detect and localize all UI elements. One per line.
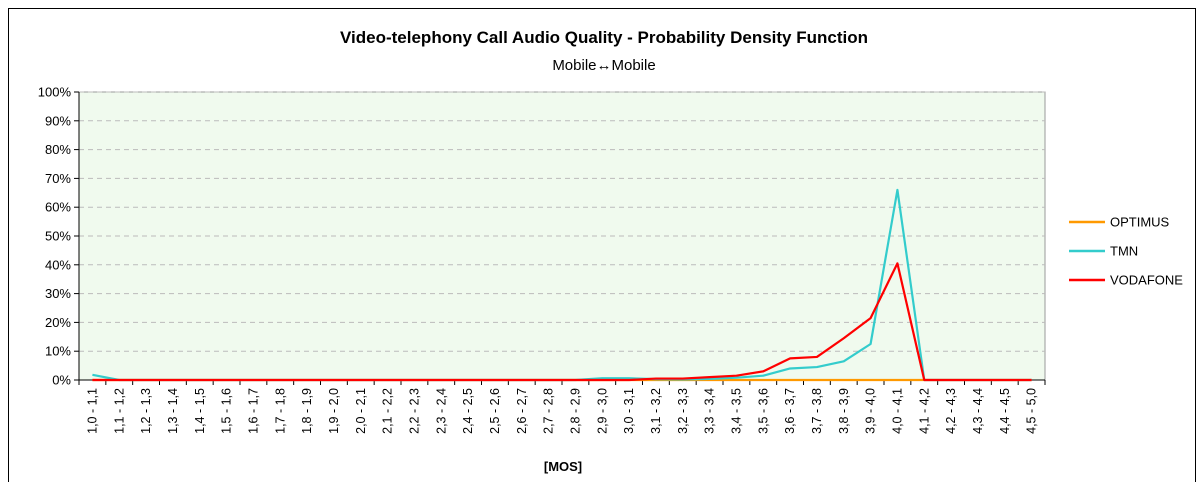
x-tick-label: 3,8 - 3,9 [837, 388, 851, 434]
chart-title: Video-telephony Call Audio Quality - Pro… [340, 28, 868, 47]
y-tick-label: 20% [45, 315, 71, 330]
y-tick-label: 80% [45, 142, 71, 157]
x-tick-label: 4,4 - 4,5 [998, 388, 1012, 434]
x-tick-label: 1,7 - 1,8 [273, 388, 287, 434]
y-tick-label: 100% [38, 85, 72, 100]
legend: OPTIMUS TMN VODAFONE [1069, 215, 1183, 288]
x-tick-label: 1,0 - 1,1 [85, 388, 99, 434]
chart-subtitle: Mobile↔Mobile [552, 57, 655, 74]
x-tick-label: 1,1 - 1,2 [112, 388, 126, 434]
y-tick-label: 60% [45, 200, 71, 215]
x-tick-label: 2,6 - 2,7 [515, 388, 529, 434]
y-tick-label: 50% [45, 229, 71, 244]
x-tick-label: 4,5 - 5,0 [1025, 388, 1039, 434]
legend-label-tmn: TMN [1110, 244, 1138, 259]
x-tick-label: 3,7 - 3,8 [810, 388, 824, 434]
y-axis: 0% 10% 20% 30% 40% 50% 60% 70% 80% 90% 100% [38, 85, 80, 388]
x-tick-label: 2,5 - 2,6 [488, 388, 502, 434]
x-tick-label: 3,4 - 3,5 [729, 388, 743, 434]
series-line-vodafone [92, 262, 1032, 382]
x-axis-label: [MOS] [544, 459, 582, 474]
x-tick-label: 1,2 - 1,3 [139, 388, 153, 434]
legend-label-vodafone: VODAFONE [1110, 273, 1183, 288]
x-tick-label: 3,5 - 3,6 [756, 388, 770, 434]
y-tick-label: 70% [45, 171, 71, 186]
x-tick-label: 3,9 - 4,0 [864, 388, 878, 434]
x-tick-label: 3,3 - 3,4 [703, 388, 717, 434]
x-tick-label: 3,2 - 3,3 [676, 388, 690, 434]
y-tick-label: 40% [45, 257, 71, 272]
x-tick-label: 2,7 - 2,8 [542, 388, 556, 434]
x-tick-label: 1,6 - 1,7 [246, 388, 260, 434]
y-tick-label: 30% [45, 286, 71, 301]
x-tick-label: 4,3 - 4,4 [971, 388, 985, 434]
x-tick-label: 1,9 - 2,0 [327, 388, 341, 434]
x-tick-label: 2,9 - 3,0 [595, 388, 609, 434]
y-tick-label: 90% [45, 113, 71, 128]
x-tick-label: 2,3 - 2,4 [434, 388, 448, 434]
x-tick-label: 1,3 - 1,4 [166, 388, 180, 434]
x-tick-label: 4,1 - 4,2 [917, 388, 931, 434]
x-tick-label: 1,4 - 1,5 [193, 388, 207, 434]
y-tick-label: 10% [45, 344, 71, 359]
x-tick-label: 2,1 - 2,2 [381, 388, 395, 434]
x-tick-label: 3,0 - 3,1 [622, 388, 636, 434]
x-tick-label: 1,8 - 1,9 [300, 388, 314, 434]
x-tick-label: 2,2 - 2,3 [407, 388, 421, 434]
x-tick-label: 3,6 - 3,7 [783, 388, 797, 434]
x-tick-label: 1,5 - 1,6 [220, 388, 234, 434]
x-tick-label: 3,1 - 3,2 [649, 388, 663, 434]
x-tick-label: 4,0 - 4,1 [890, 388, 904, 434]
x-tick-label: 2,8 - 2,9 [568, 388, 582, 434]
x-axis: 1,0 - 1,1 1,1 - 1,2 1,2 - 1,3 1,3 - 1,4 1,4 … [78, 379, 1046, 434]
y-tick-label: 0% [52, 373, 71, 388]
x-tick-label: 2,0 - 2,1 [354, 388, 368, 434]
legend-label-optimus: OPTIMUS [1110, 215, 1170, 230]
series-layer [92, 188, 1032, 382]
x-tick-label: 4,2 - 4,3 [944, 388, 958, 434]
x-tick-label: 2,4 - 2,5 [461, 388, 475, 434]
